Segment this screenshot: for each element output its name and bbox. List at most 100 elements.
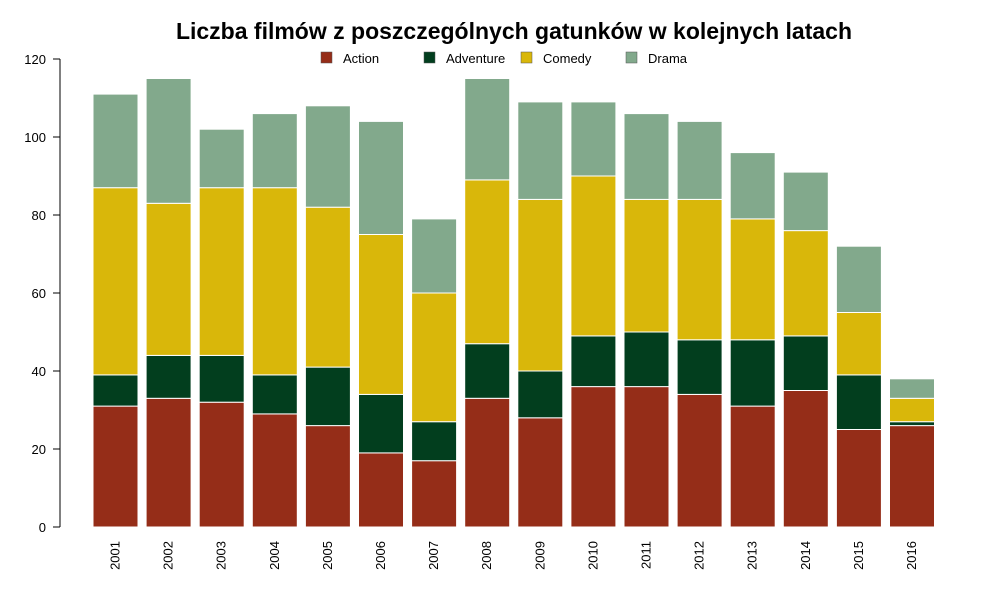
bar-adventure-2007 <box>411 421 458 462</box>
bar-comedy-2012 <box>676 198 723 341</box>
bar-drama-2016 <box>889 378 935 399</box>
bar-adventure-2004 <box>251 374 298 415</box>
y-tick-label: 60 <box>32 286 46 301</box>
legend-swatch-comedy <box>520 51 533 64</box>
bar-comedy-2014 <box>782 230 829 337</box>
bar-action-2015 <box>835 429 882 528</box>
bar-adventure-2016 <box>889 421 935 427</box>
y-axis: 0 20 40 60 80 100 120 <box>24 52 61 535</box>
x-tick-label: 2001 <box>108 541 123 570</box>
bar-adventure-2011 <box>623 331 670 388</box>
x-tick-label: 2008 <box>479 541 494 570</box>
legend: Action Adventure Comedy Drama <box>320 51 688 66</box>
bar-action-2006 <box>358 452 404 528</box>
bar-action-2008 <box>464 397 511 528</box>
y-tick-label: 100 <box>24 130 46 145</box>
bar-drama-2015 <box>835 245 882 313</box>
bar-drama-2008 <box>464 78 511 181</box>
bar-adventure-2005 <box>304 366 351 427</box>
bar-action-2004 <box>251 413 298 528</box>
bar-adventure-2006 <box>358 393 404 454</box>
bar-comedy-2003 <box>198 187 245 356</box>
bar-adventure-2015 <box>835 374 882 430</box>
bar-comedy-2004 <box>251 187 298 376</box>
bar-comedy-2015 <box>835 312 882 376</box>
bar-action-2013 <box>729 405 776 528</box>
x-tick-label: 2006 <box>373 541 388 570</box>
bar-drama-2010 <box>570 101 617 177</box>
x-tick-label: 2009 <box>532 541 547 570</box>
bar-comedy-2009 <box>517 198 564 372</box>
bar-comedy-2008 <box>464 179 511 345</box>
bar-comedy-2010 <box>570 175 617 337</box>
bar-drama-2006 <box>358 120 404 235</box>
bar-drama-2013 <box>729 152 776 220</box>
x-tick-label: 2002 <box>161 541 176 570</box>
bar-action-2016 <box>889 425 935 528</box>
x-tick-label: 2015 <box>851 541 866 570</box>
bar-adventure-2009 <box>517 370 564 419</box>
bar-comedy-2005 <box>304 206 351 368</box>
y-tick-label: 120 <box>24 52 46 67</box>
bar-drama-2004 <box>251 113 298 189</box>
x-tick-label: 2016 <box>904 541 919 570</box>
bar-drama-2012 <box>676 120 723 200</box>
legend-label-adventure: Adventure <box>446 51 505 66</box>
x-axis-labels: 2001 2002 2003 2004 2005 2006 2007 2008 2009 2010… <box>108 541 920 570</box>
x-tick-label: 2005 <box>320 541 335 570</box>
bar-drama-2014 <box>782 171 829 232</box>
y-tick-label: 20 <box>32 442 46 457</box>
chart-title: Liczba filmów z poszczególnych gatunków … <box>176 18 852 44</box>
bar-action-2007 <box>411 460 458 528</box>
bar-action-2003 <box>198 401 245 528</box>
bar-drama-2005 <box>304 105 351 208</box>
bar-comedy-2006 <box>358 234 404 395</box>
bar-action-2009 <box>517 417 564 528</box>
legend-swatch-drama <box>625 51 638 64</box>
x-tick-label: 2004 <box>267 541 282 570</box>
bars <box>92 78 935 528</box>
bar-action-2010 <box>570 386 617 528</box>
bar-comedy-2002 <box>145 202 192 356</box>
bar-comedy-2007 <box>411 292 458 423</box>
y-tick-label: 80 <box>32 208 46 223</box>
legend-swatch-action <box>320 51 333 64</box>
x-tick-label: 2010 <box>585 541 600 570</box>
bar-action-2014 <box>782 390 829 528</box>
bar-adventure-2008 <box>464 343 511 399</box>
x-tick-label: 2007 <box>426 541 441 570</box>
bar-adventure-2002 <box>145 354 192 399</box>
x-tick-label: 2013 <box>745 541 760 570</box>
legend-swatch-adventure <box>423 51 436 64</box>
bar-comedy-2013 <box>729 218 776 341</box>
bar-action-2005 <box>304 425 351 528</box>
bar-drama-2011 <box>623 113 670 200</box>
bar-drama-2007 <box>411 218 458 294</box>
bar-adventure-2014 <box>782 335 829 391</box>
legend-label-action: Action <box>343 51 379 66</box>
x-tick-label: 2003 <box>214 541 229 570</box>
y-tick-label: 0 <box>39 520 46 535</box>
bar-drama-2002 <box>145 78 192 204</box>
bar-comedy-2016 <box>889 397 935 423</box>
x-tick-label: 2011 <box>639 541 654 569</box>
bar-drama-2001 <box>92 93 139 189</box>
legend-label-comedy: Comedy <box>543 51 592 66</box>
bar-drama-2003 <box>198 128 245 189</box>
bar-comedy-2001 <box>92 187 139 376</box>
bar-comedy-2011 <box>623 198 670 333</box>
bar-action-2011 <box>623 386 670 528</box>
bar-action-2001 <box>92 405 139 528</box>
bar-adventure-2012 <box>676 339 723 395</box>
legend-label-drama: Drama <box>648 51 688 66</box>
bar-adventure-2013 <box>729 339 776 407</box>
bar-drama-2009 <box>517 101 564 200</box>
bar-adventure-2003 <box>198 354 245 403</box>
bar-adventure-2001 <box>92 374 139 407</box>
bar-action-2012 <box>676 393 723 528</box>
bar-adventure-2010 <box>570 335 617 388</box>
y-tick-label: 40 <box>32 364 46 379</box>
x-tick-label: 2014 <box>798 541 813 570</box>
bar-action-2002 <box>145 397 192 528</box>
